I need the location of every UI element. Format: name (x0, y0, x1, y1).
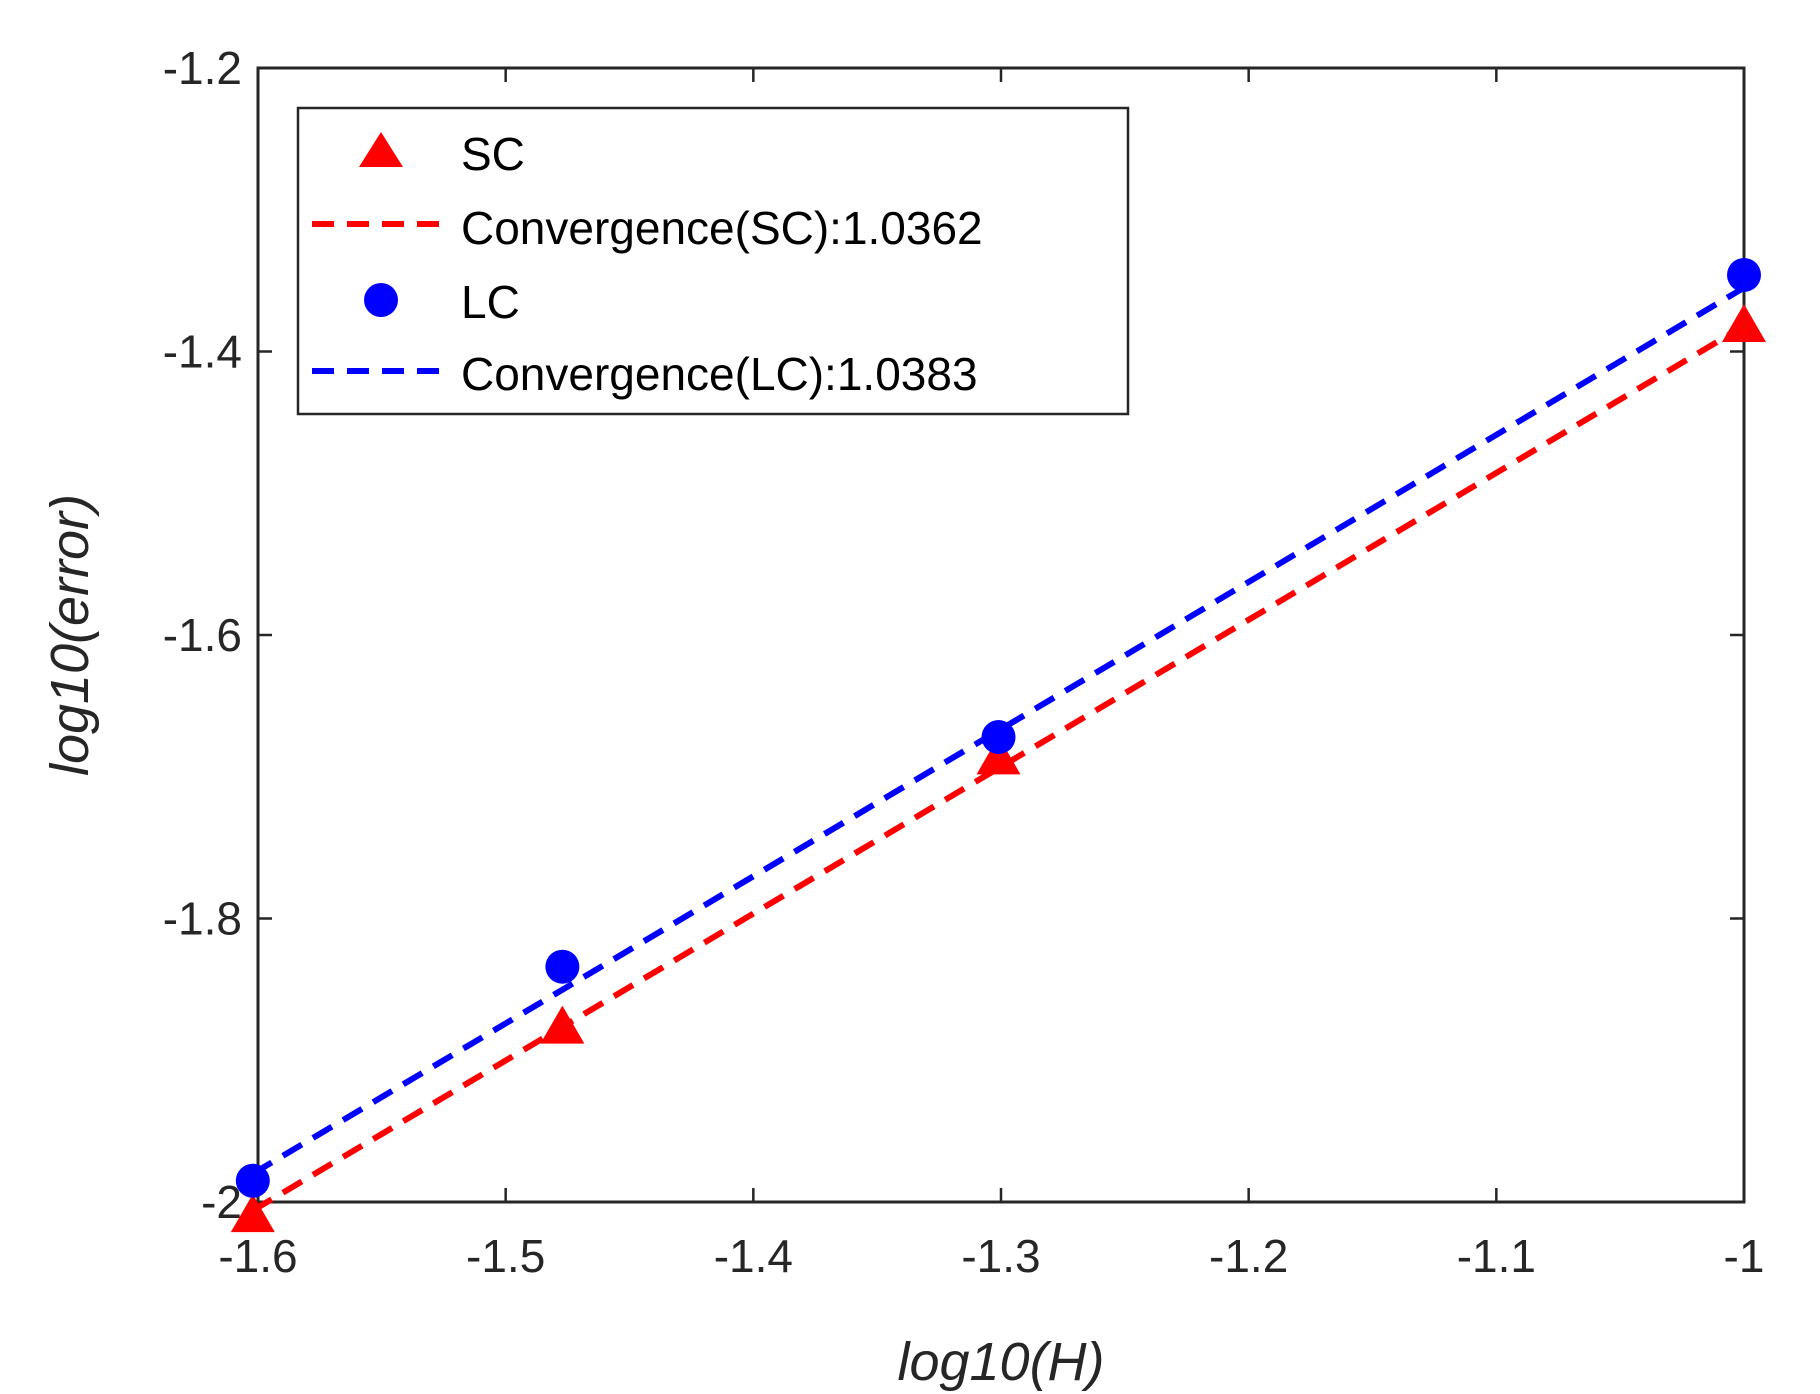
data-point-sc (976, 736, 1021, 775)
data-point-lc (981, 720, 1016, 755)
y-axis-ticks: -2 -1.8 -1.6 -1.4 -1.2 (163, 42, 1744, 1228)
data-point-sc (230, 1194, 275, 1233)
legend-sc-label: SC (461, 128, 525, 180)
y-tick-label: -1.4 (163, 326, 242, 378)
y-axis-label: log10(error) (40, 494, 100, 776)
x-tick-label: -1.4 (714, 1230, 793, 1282)
fit-line (251, 285, 1746, 1177)
legend-sc-fit-label: Convergence(SC):1.0362 (461, 202, 983, 254)
x-axis-label: log10(H) (897, 1332, 1104, 1392)
x-tick-label: -1.3 (961, 1230, 1040, 1282)
data-point-sc (1722, 303, 1766, 342)
x-axis-ticks: -1.6 -1.5 -1.4 -1.3 -1.2 -1.1 -1 (218, 68, 1764, 1282)
fit-line (251, 323, 1746, 1214)
y-tick-label: -2 (201, 1176, 242, 1228)
y-tick-label: -1.6 (163, 609, 242, 661)
data-point-sc (540, 1005, 585, 1044)
legend-lc-fit-label: Convergence(LC):1.0383 (461, 348, 978, 400)
data-point-lc (1727, 257, 1761, 292)
x-tick-label: -1.2 (1209, 1230, 1288, 1282)
x-tick-label: -1 (1724, 1230, 1765, 1282)
y-tick-label: -1.2 (163, 42, 242, 94)
legend-sc-marker (359, 132, 403, 167)
legend-lc-label: LC (461, 276, 520, 328)
legend-box (296, 106, 1130, 416)
y-tick-label: -1.8 (163, 893, 242, 945)
data-point-lc (235, 1163, 270, 1198)
x-tick-label: -1.5 (466, 1230, 545, 1282)
legend-lc-marker (364, 283, 398, 317)
x-tick-label: -1.1 (1457, 1230, 1536, 1282)
series-layer (230, 257, 1766, 1233)
data-point-lc (545, 949, 580, 984)
x-tick-label: -1.6 (218, 1230, 297, 1282)
legend: SC Convergence(SC):1.0362 LC Convergence… (296, 106, 1130, 416)
